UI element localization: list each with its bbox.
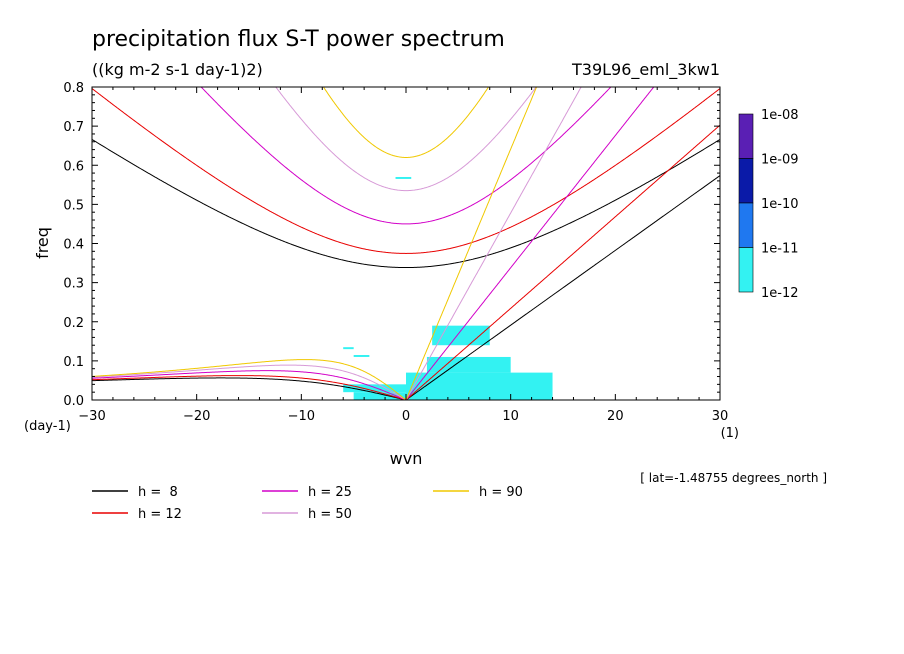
axis-ticks (91, 86, 721, 401)
curve-kelvin-h8 (405, 175, 720, 400)
spectrum-patch-1 (353, 392, 406, 400)
spectrum-patches (343, 176, 553, 400)
dispersion-curves (92, 87, 720, 400)
legend-label-h50: h = 50 (308, 507, 352, 522)
x-tick-label: 10 (502, 409, 519, 424)
curve-mrg-low-h12 (92, 375, 407, 400)
x-axis-label: wvn (390, 449, 423, 468)
spectrum-patch-7 (395, 176, 412, 179)
x-tick-label: 30 (712, 409, 729, 424)
spectrum-patch-6 (353, 355, 370, 357)
curve-ig-h12 (92, 88, 720, 254)
spectrum-patch-4 (432, 325, 490, 346)
colorbar-swatch (738, 247, 754, 293)
x-unit-label: (1) (721, 426, 739, 441)
spectrum-patch-5 (343, 347, 354, 350)
x-tick-label: −30 (78, 409, 105, 424)
colorbar-label: 1e-11 (761, 242, 799, 257)
colorbar-label: 1e-09 (761, 153, 799, 168)
x-tick-label: −20 (183, 409, 210, 424)
spectrum-patch-2 (406, 372, 553, 400)
colorbar-swatch (738, 202, 754, 248)
curve-kelvin-h90 (405, 87, 538, 400)
legend-label-h25: h = 25 (308, 485, 352, 500)
y-tick-label: 0.8 (63, 81, 84, 96)
y-tick-label: 0.3 (63, 277, 84, 292)
curve-mrg-low-h8 (92, 377, 407, 400)
y-tick-labels: 0.0 0.1 0.2 0.3 0.4 0.5 0.6 0.7 0.8 (63, 81, 84, 409)
curve-kelvin-h50 (405, 87, 582, 400)
curve-ig-h8 (92, 138, 720, 269)
legend-label-h90: h = 90 (479, 485, 523, 500)
colorbar-label: 1e-10 (761, 197, 799, 212)
colorbar-swatch (738, 158, 754, 204)
chart-subtitle: ((kg m-2 s-1 day-1)2) (92, 60, 263, 79)
colorbar: 1e-08 1e-09 1e-10 1e-11 1e-12 (738, 108, 799, 301)
x-tick-label: 0 (402, 409, 410, 424)
y-tick-label: 0.2 (63, 316, 84, 331)
y-unit-label: (day-1) (24, 419, 71, 434)
curve-ig-h25 (200, 87, 612, 225)
curve-ig-h50 (275, 87, 537, 192)
colorbar-swatch (738, 113, 754, 159)
y-tick-label: 0.7 (63, 120, 84, 135)
footnote-latitude: [ lat=-1.48755 degrees_north ] (640, 471, 827, 485)
y-tick-label: 0.6 (63, 159, 84, 174)
legend: h = 8 h = 12 h = 25 h = 50 h = 90 (92, 485, 523, 522)
curve-kelvin-h25 (405, 87, 655, 400)
x-tick-label: 20 (607, 409, 624, 424)
colorbar-label: 1e-08 (761, 108, 799, 123)
curve-mrg-low-h90 (92, 359, 407, 400)
y-axis-label: freq (33, 227, 52, 259)
y-tick-label: 0.5 (63, 198, 84, 213)
y-tick-label: 0.4 (63, 238, 84, 253)
curve-mrg-low-h50 (92, 364, 407, 400)
x-tick-label: −10 (288, 409, 315, 424)
spectrum-patch-3 (426, 356, 511, 373)
colorbar-label: 1e-12 (761, 286, 799, 301)
chart-title: precipitation flux S-T power spectrum (92, 27, 505, 52)
y-tick-label: 0.0 (63, 394, 84, 409)
curve-mrg-low-h25 (92, 370, 407, 400)
curve-ig-h90 (322, 87, 490, 158)
legend-label-h12: h = 12 (138, 507, 182, 522)
legend-label-h8: h = 8 (138, 485, 178, 500)
experiment-label: T39L96_eml_3kw1 (571, 60, 720, 80)
x-tick-labels: −30 −20 −10 0 10 20 30 (78, 409, 728, 424)
curve-kelvin-h12 (405, 124, 720, 400)
y-tick-label: 0.1 (63, 355, 84, 370)
